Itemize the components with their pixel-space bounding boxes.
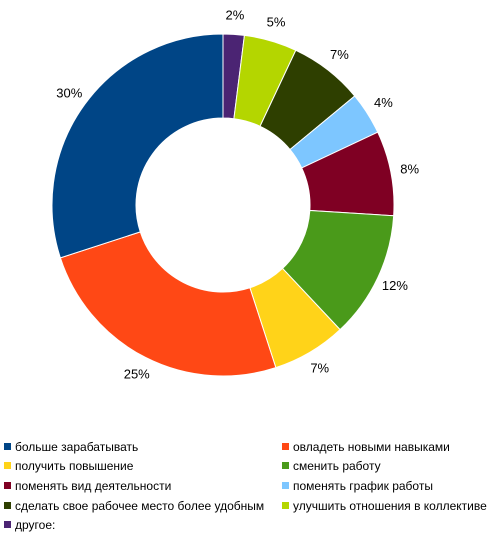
legend-item-change-job: сменить работу xyxy=(282,459,381,473)
legend-item-other: другое: xyxy=(4,518,55,532)
legend-item-promotion: получить повышение xyxy=(4,459,133,473)
slice-percent-label: 8% xyxy=(400,161,419,176)
legend-label: поменять вид деятельности xyxy=(15,479,172,493)
slice-percent-label: 4% xyxy=(374,95,393,110)
legend-swatch xyxy=(4,443,11,450)
legend-label: другое: xyxy=(15,518,56,532)
legend-swatch xyxy=(4,502,11,509)
donut-slice xyxy=(59,231,277,377)
legend-item-new-skills: овладеть новыми навыками xyxy=(282,440,450,454)
slice-percent-label: 12% xyxy=(382,278,408,293)
legend-item-change-activity: поменять вид деятельности xyxy=(4,479,171,493)
legend-swatch xyxy=(4,462,11,469)
legend-label: улучшить отношения в коллективе xyxy=(293,499,487,513)
slice-percent-label: 5% xyxy=(267,15,286,30)
legend-item-earn-more: больше зарабатывать xyxy=(4,440,138,454)
legend-swatch xyxy=(4,482,11,489)
chart-legend: больше зарабатывать овладеть новыми навы… xyxy=(0,438,498,538)
legend-item-change-schedule: поменять график работы xyxy=(282,479,433,493)
legend-label: сменить работу xyxy=(293,459,381,473)
legend-swatch xyxy=(282,443,289,450)
legend-item-workplace: сделать свое рабочее место более удобным xyxy=(4,499,264,513)
slice-percent-label: 7% xyxy=(310,361,329,376)
slice-percent-label: 7% xyxy=(330,47,349,62)
legend-label: получить повышение xyxy=(15,459,134,473)
legend-swatch xyxy=(282,502,289,509)
slice-percent-label: 2% xyxy=(226,7,245,22)
legend-swatch xyxy=(282,482,289,489)
legend-label: овладеть новыми навыками xyxy=(293,440,450,454)
legend-label: поменять график работы xyxy=(293,479,433,493)
legend-label: сделать свое рабочее место более удобным xyxy=(15,499,265,513)
donut-slice xyxy=(51,33,224,259)
legend-label: больше зарабатывать xyxy=(15,440,139,454)
donut-chart: 2% 5% 7% 4% 8% 12% 7% 25% 30% xyxy=(51,7,419,381)
legend-swatch xyxy=(282,462,289,469)
slice-percent-label: 30% xyxy=(56,85,82,100)
legend-item-team-relations: улучшить отношения в коллективе xyxy=(282,499,487,513)
slice-percent-label: 25% xyxy=(124,366,150,381)
legend-swatch xyxy=(4,521,11,528)
